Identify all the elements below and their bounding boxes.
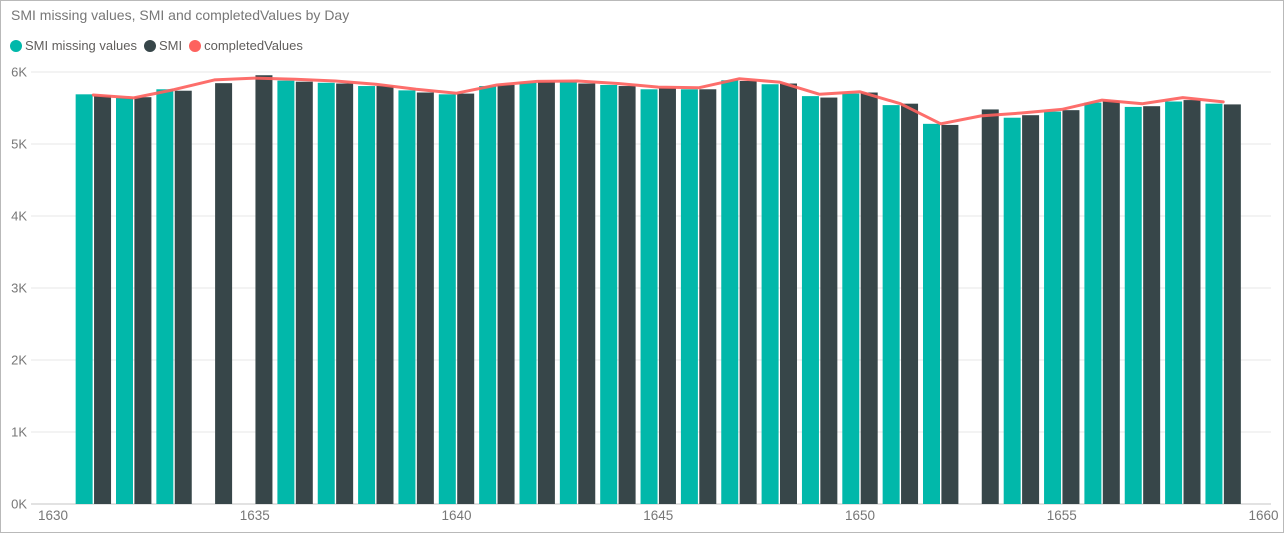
- bar-smi-missing-values[interactable]: [1084, 102, 1102, 504]
- bar-smi[interactable]: [578, 83, 596, 505]
- bar-smi-missing-values[interactable]: [317, 82, 335, 505]
- bar-smi[interactable]: [1062, 110, 1080, 504]
- y-axis-label: 0K: [11, 497, 27, 512]
- bar-smi[interactable]: [336, 83, 354, 505]
- bar-smi[interactable]: [416, 92, 434, 505]
- bar-smi[interactable]: [981, 109, 999, 504]
- bar-smi[interactable]: [295, 81, 313, 504]
- bar-smi[interactable]: [94, 95, 112, 504]
- legend-color-dot: [10, 39, 22, 52]
- bar-smi-missing-values[interactable]: [519, 82, 537, 505]
- legend-color-dot: [189, 39, 202, 52]
- y-axis-label: 2K: [11, 353, 27, 368]
- bar-smi-missing-values[interactable]: [75, 94, 93, 504]
- bar-smi[interactable]: [134, 97, 152, 504]
- bar-smi[interactable]: [215, 83, 233, 504]
- chart-title: SMI missing values, SMI and completedVal…: [11, 7, 350, 23]
- bar-smi-missing-values[interactable]: [1165, 101, 1183, 505]
- completed-values-line[interactable]: [91, 76, 1225, 126]
- x-axis-label: 1645: [643, 508, 673, 523]
- legend-item-completedvalues[interactable]: completedValues: [189, 38, 303, 53]
- bar-smi[interactable]: [1183, 100, 1201, 504]
- bar-smi[interactable]: [860, 92, 878, 505]
- bar-smi[interactable]: [376, 86, 394, 504]
- bar-smi-missing-values[interactable]: [1205, 103, 1223, 505]
- bar-smi-missing-values[interactable]: [680, 89, 698, 504]
- legend-item-smi-missing-values[interactable]: SMI missing values: [10, 38, 137, 53]
- bar-smi[interactable]: [1022, 115, 1040, 504]
- legend-color-dot: [143, 39, 156, 52]
- bar-smi-missing-values[interactable]: [600, 84, 618, 505]
- bar-smi-missing-values[interactable]: [1044, 111, 1062, 504]
- bar-smi[interactable]: [901, 103, 919, 505]
- legend-item-smi[interactable]: SMI: [143, 38, 183, 53]
- bar-smi-missing-values[interactable]: [923, 123, 940, 504]
- bar-smi-missing-values[interactable]: [721, 80, 739, 504]
- bar-smi[interactable]: [497, 84, 515, 505]
- bar-smi[interactable]: [820, 97, 838, 504]
- x-axis-label: 1635: [240, 508, 270, 523]
- bar-smi[interactable]: [780, 83, 797, 505]
- bar-smi[interactable]: [1102, 100, 1120, 505]
- bar-smi-missing-values[interactable]: [882, 105, 900, 505]
- bar-smi[interactable]: [1143, 106, 1161, 504]
- bar-smi-missing-values[interactable]: [116, 97, 133, 505]
- legend-label: SMI missing values: [25, 38, 137, 53]
- bar-smi[interactable]: [739, 81, 757, 504]
- legend-label: SMI: [158, 38, 183, 53]
- bar-smi-missing-values[interactable]: [156, 89, 174, 504]
- bar-smi-missing-values[interactable]: [761, 84, 779, 505]
- bar-smi[interactable]: [255, 75, 273, 505]
- bar-smi[interactable]: [1223, 104, 1241, 505]
- x-axis-label: 1630: [38, 508, 68, 523]
- x-axis-label: 1650: [845, 508, 875, 523]
- y-axis-label: 6K: [11, 65, 27, 80]
- bar-smi[interactable]: [618, 86, 636, 504]
- x-axis-label: 1640: [441, 508, 471, 523]
- bar-smi-missing-values[interactable]: [640, 89, 658, 504]
- bar-smi-missing-values[interactable]: [801, 96, 819, 505]
- bar-smi-missing-values[interactable]: [1003, 117, 1021, 504]
- x-axis-label: 1660: [1248, 508, 1278, 523]
- bar-smi[interactable]: [457, 93, 475, 504]
- bar-smi[interactable]: [941, 124, 959, 505]
- bar-smi-missing-values[interactable]: [842, 93, 860, 504]
- x-axis-label: 1655: [1047, 508, 1077, 523]
- bar-smi-missing-values[interactable]: [277, 80, 295, 504]
- y-axis-label: 1K: [11, 425, 27, 440]
- bar-smi[interactable]: [174, 90, 192, 504]
- bar-smi[interactable]: [699, 89, 717, 504]
- legend: SMI missing values SMI completedValues: [10, 38, 310, 53]
- bar-smi-missing-values[interactable]: [1124, 106, 1142, 505]
- bar-smi-missing-values[interactable]: [358, 86, 376, 504]
- y-axis-label: 3K: [11, 281, 27, 296]
- bar-smi[interactable]: [537, 81, 555, 504]
- y-axis-label: 5K: [11, 137, 27, 152]
- bar-smi-missing-values[interactable]: [398, 90, 416, 505]
- bar-smi-missing-values[interactable]: [479, 86, 497, 504]
- bar-smi[interactable]: [658, 88, 676, 504]
- y-axis-label: 4K: [11, 209, 27, 224]
- legend-label: completedValues: [204, 38, 303, 53]
- bar-smi-missing-values[interactable]: [438, 94, 456, 504]
- bar-smi-missing-values[interactable]: [559, 81, 577, 504]
